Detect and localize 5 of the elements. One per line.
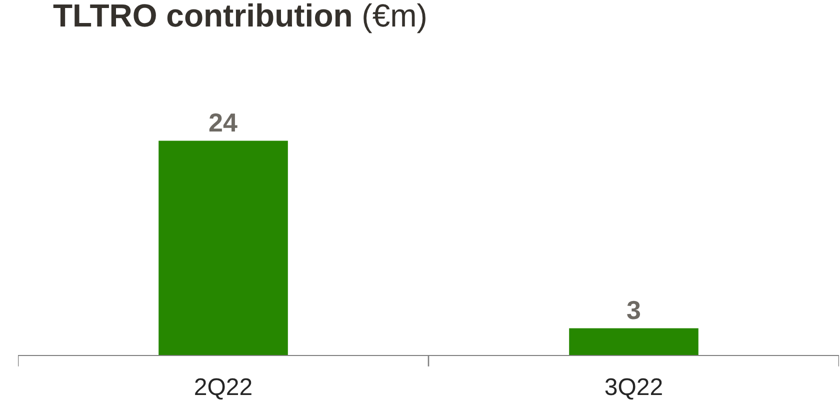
data-label: 3 — [626, 295, 641, 326]
x-tick-label: 3Q22 — [604, 374, 664, 401]
chart-title: TLTRO contribution (€m) — [53, 0, 428, 34]
x-tick-label: 2Q22 — [194, 374, 253, 401]
data-label: 24 — [208, 108, 238, 138]
